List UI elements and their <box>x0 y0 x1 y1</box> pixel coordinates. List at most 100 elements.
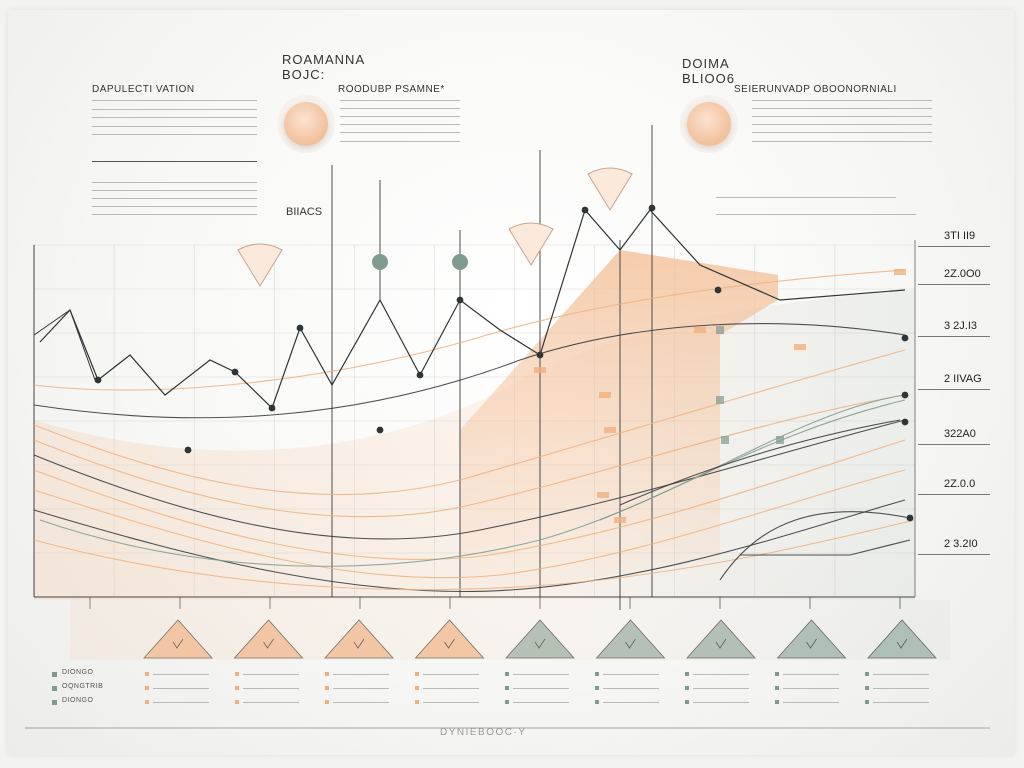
data-point-marker <box>416 371 424 379</box>
legend-cell-line <box>603 674 659 675</box>
legend-cell-swatch <box>595 672 599 676</box>
text-placeholder-line <box>752 124 932 125</box>
data-point-marker <box>456 296 464 304</box>
legend-cell-swatch <box>505 686 509 690</box>
text-placeholder-line <box>340 100 460 101</box>
data-point-marker <box>581 206 589 214</box>
data-point-marker <box>268 404 276 412</box>
y-tick-rule <box>918 336 990 337</box>
legend-cell-swatch <box>325 686 329 690</box>
text-placeholder-line <box>340 132 460 133</box>
legend-label: DIONGO <box>62 669 94 676</box>
data-point-tick <box>597 492 609 498</box>
series-line <box>33 419 906 540</box>
text-placeholder-line <box>340 141 460 142</box>
legend-swatch <box>52 700 57 705</box>
center-panel-title: ROAMANNA BOJC: <box>282 52 365 82</box>
data-point-square <box>776 436 784 444</box>
legend-cell-swatch <box>145 672 149 676</box>
peak-area <box>460 250 778 597</box>
series-line <box>33 394 906 518</box>
data-point-marker <box>94 376 102 384</box>
y-tick-label: 3TI II9 <box>944 230 976 242</box>
right-panel-subtitle: SEIERUNVADP OBOONORNIALI <box>734 84 897 95</box>
legend-cell-line <box>873 702 929 703</box>
legend-swatch <box>52 672 57 677</box>
data-point-marker <box>906 514 914 522</box>
data-point-bubble <box>452 254 468 270</box>
left-panel-title: DAPULECTI VATION <box>92 84 195 95</box>
legend-cell-swatch <box>685 700 689 704</box>
text-placeholder-line <box>340 108 460 109</box>
legend-cell-line <box>153 674 209 675</box>
legend-cell-swatch <box>775 686 779 690</box>
text-placeholder-line <box>92 182 257 183</box>
text-placeholder-line <box>92 161 257 162</box>
pin-callout <box>237 243 283 287</box>
text-placeholder-line <box>716 214 916 215</box>
series-line <box>33 323 906 419</box>
chart-axis-title: BIIACS <box>286 206 323 218</box>
legend-cell-swatch <box>685 686 689 690</box>
legend-label: DIONGO <box>62 697 94 704</box>
legend-cell-line <box>873 688 929 689</box>
data-point-marker <box>714 286 722 294</box>
text-placeholder-line <box>92 100 257 101</box>
text-placeholder-line <box>752 100 932 101</box>
legend-cell-line <box>603 702 659 703</box>
text-placeholder-line <box>752 116 932 117</box>
y-tick-label: 2Z.0.0 <box>944 478 976 490</box>
series-line <box>33 469 906 579</box>
legend-cell-line <box>243 688 299 689</box>
legend-cell-line <box>513 702 569 703</box>
series-line <box>619 419 901 506</box>
data-point-square <box>721 436 729 444</box>
pointer-band <box>70 600 950 660</box>
data-point-marker <box>536 351 544 359</box>
legend-cell-line <box>783 674 839 675</box>
main-series-line <box>39 208 906 410</box>
legend-cell-line <box>153 688 209 689</box>
right-badge-icon <box>687 102 731 146</box>
series-line <box>33 499 906 593</box>
legend-cell-swatch <box>685 672 689 676</box>
legend-label: OQNGTRIB <box>62 683 104 690</box>
legend-cell-line <box>783 688 839 689</box>
legend-cell-line <box>153 702 209 703</box>
pin-callout <box>508 222 554 266</box>
legend-cell-line <box>243 674 299 675</box>
legend-cell-swatch <box>145 700 149 704</box>
center-badge-icon <box>284 102 328 146</box>
legend-cell-swatch <box>235 672 239 676</box>
text-placeholder-line <box>92 117 257 118</box>
legend-cell-line <box>243 702 299 703</box>
data-point-tick <box>599 392 611 398</box>
series-line <box>740 539 911 556</box>
legend-swatch <box>52 686 57 691</box>
legend-cell-swatch <box>865 700 869 704</box>
legend-cell-line <box>333 702 389 703</box>
text-placeholder-line <box>752 132 932 133</box>
data-point-tick <box>694 327 706 333</box>
y-tick-label: 2Z.0O0 <box>944 268 981 280</box>
legend-cell-swatch <box>415 672 419 676</box>
data-point-tick <box>614 517 626 523</box>
legend-cell-swatch <box>775 672 779 676</box>
data-point-marker <box>184 446 192 454</box>
data-point-marker <box>901 391 909 399</box>
data-point-marker <box>901 418 909 426</box>
y-tick-rule <box>918 554 990 555</box>
legend-cell-swatch <box>325 672 329 676</box>
series-line <box>33 519 916 591</box>
data-point-tick <box>794 344 806 350</box>
series-line <box>33 269 906 391</box>
legend-cell-swatch <box>505 672 509 676</box>
center-panel-subtitle: ROODUBP PSAMNE* <box>338 84 445 95</box>
legend-cell-swatch <box>595 686 599 690</box>
legend-cell-line <box>513 688 569 689</box>
text-placeholder-line <box>92 206 257 207</box>
legend-cell-line <box>783 702 839 703</box>
legend-cell-line <box>693 674 749 675</box>
data-point-marker <box>231 368 239 376</box>
legend-cell-line <box>333 674 389 675</box>
